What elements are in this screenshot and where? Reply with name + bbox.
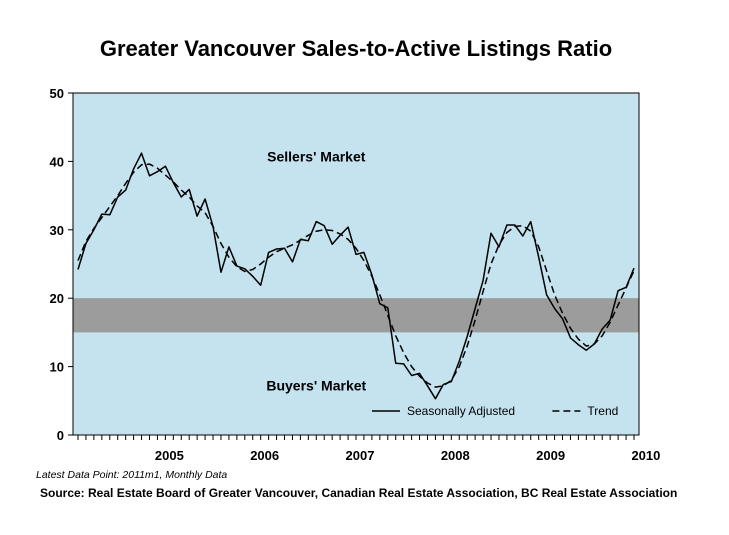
y-tick-label: 10 (50, 360, 64, 375)
latest-data-note: Latest Data Point: 2011m1, Monthly Data (36, 469, 228, 481)
chart: 0 10 20 30 40 50 2005 2006 2007 2008 2009 2010 Sell… (50, 86, 661, 463)
y-tick-label: 20 (50, 291, 64, 306)
legend: Seasonally Adjusted Trend (372, 404, 618, 418)
y-tick-label: 30 (50, 223, 64, 238)
axes-layer: 0 10 20 30 40 50 2005 2006 2007 2008 2009 2010 (50, 86, 661, 463)
y-tick-label: 40 (50, 154, 64, 169)
legend-label: Trend (587, 404, 618, 418)
x-year-label: 2006 (250, 448, 279, 463)
series-line-trend (77, 163, 635, 388)
x-year-label: 2007 (346, 448, 375, 463)
series-layer (77, 152, 635, 400)
y-tick-label: 0 (57, 428, 64, 443)
x-year-label: 2005 (155, 448, 184, 463)
annotation-layer: Sellers' Market Buyers' Market (266, 148, 366, 393)
source-note: Source: Real Estate Board of Greater Van… (40, 486, 678, 500)
x-year-label: 2008 (441, 448, 470, 463)
plot-background (73, 93, 639, 435)
series-line-seasonally-adjusted (77, 152, 635, 400)
legend-label: Seasonally Adjusted (407, 404, 515, 418)
y-tick-label: 50 (50, 86, 64, 101)
annotation-label: Sellers' Market (267, 148, 366, 164)
balanced-market-band (73, 298, 639, 333)
chart-title: Greater Vancouver Sales-to-Active Listin… (99, 36, 613, 61)
x-year-label: 2010 (631, 448, 660, 463)
annotation-label: Buyers' Market (266, 378, 366, 394)
x-year-label: 2009 (536, 448, 565, 463)
